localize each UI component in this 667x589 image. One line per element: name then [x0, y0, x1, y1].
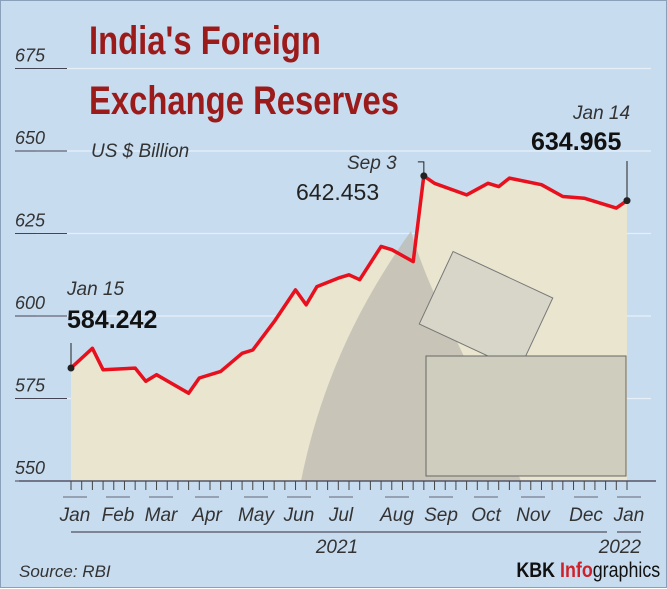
- brand-kbk: KBK: [516, 559, 555, 582]
- peak-date-label: Sep 3: [347, 153, 397, 175]
- month-label: Jan: [59, 505, 91, 526]
- peak-marker: [420, 172, 427, 179]
- month-label: May: [238, 505, 275, 526]
- y-tick-label: 575: [15, 376, 46, 396]
- month-label: Oct: [471, 505, 501, 526]
- brand-logo: KBK Infographics: [516, 559, 660, 583]
- y-tick-label: 600: [15, 293, 45, 313]
- month-label: Nov: [516, 505, 551, 526]
- month-label: Sep: [424, 505, 458, 526]
- month-label: Aug: [379, 505, 414, 526]
- month-label: Jul: [328, 505, 354, 526]
- title-line-2: Exchange Reserves: [89, 79, 399, 124]
- month-label: Apr: [191, 505, 222, 526]
- title-line-1: India's Foreign: [89, 19, 321, 64]
- month-label: Jan: [613, 505, 645, 526]
- end-date-label: Jan 14: [573, 103, 630, 125]
- month-label: Feb: [102, 505, 135, 526]
- start-date-label: Jan 15: [67, 279, 124, 301]
- start-marker: [68, 365, 75, 372]
- start-value-label: 584.242: [67, 306, 157, 335]
- brand-graphics: graphics: [593, 559, 660, 582]
- month-label: Dec: [569, 505, 603, 526]
- cash-stack-icon: [426, 356, 626, 476]
- month-label: Jun: [283, 505, 315, 526]
- subtitle: US $ Billion: [91, 141, 189, 163]
- end-marker: [624, 197, 631, 204]
- y-tick-label: 650: [15, 128, 45, 148]
- end-value-label: 634.965: [531, 128, 621, 157]
- source-label: Source: RBI: [19, 562, 111, 582]
- y-tick-label: 625: [15, 211, 46, 231]
- year-label-2022: 2022: [598, 537, 642, 558]
- month-label: Mar: [145, 505, 178, 526]
- peak-value-label: 642.453: [296, 179, 379, 206]
- year-label-2021: 2021: [315, 537, 358, 558]
- y-tick-label: 550: [15, 458, 45, 478]
- y-tick-label: 675: [15, 46, 46, 66]
- brand-info: Info: [560, 559, 593, 582]
